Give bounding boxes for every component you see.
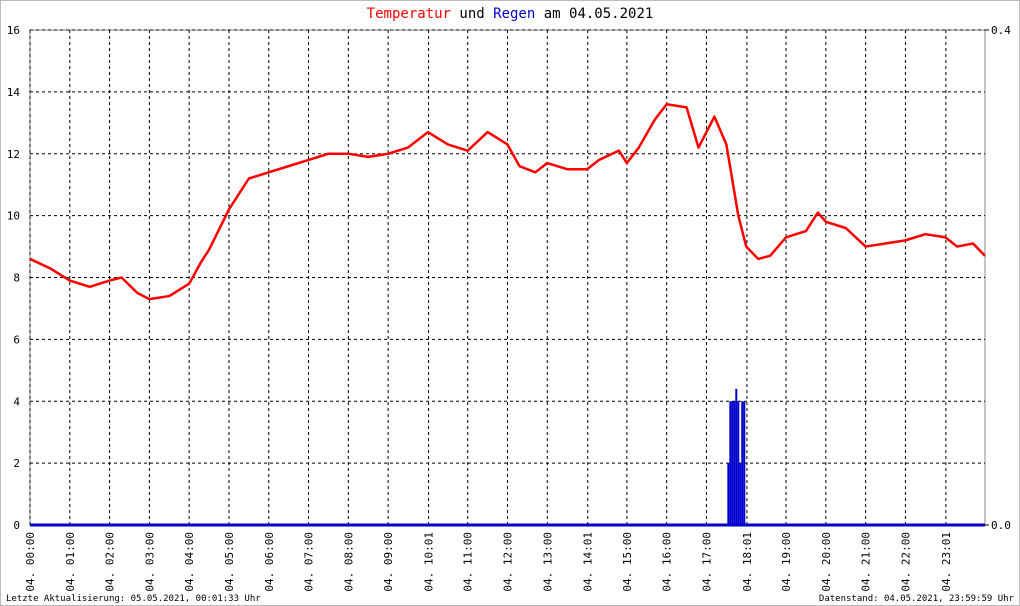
footer-left: Letzte Aktualisierung: 05.05.2021, 00:01… — [6, 594, 261, 604]
temperature-line — [29, 103, 986, 301]
x-tick-label: 04. 14:01 — [582, 532, 595, 592]
rain-bar — [741, 401, 744, 525]
footer-right: Datenstand: 04.05.2021, 23:59:59 Uhr — [819, 594, 1015, 604]
x-tick-label: 04. 05:00 — [223, 532, 236, 592]
y-tick-label: 6 — [13, 333, 20, 346]
y-tick-label: 16 — [7, 24, 20, 37]
x-tick-label: 04. 21:00 — [860, 532, 873, 592]
x-tick-label: 04. 06:00 — [263, 532, 276, 592]
x-tick-label: 04. 09:00 — [382, 532, 395, 592]
x-tick-label: 04. 13:00 — [541, 532, 554, 592]
x-tick-label: 04. 08:00 — [342, 532, 355, 592]
rain-bar — [731, 401, 734, 525]
x-tick-label: 04. 01:00 — [64, 532, 77, 592]
x-tick-label: 04. 20:00 — [820, 532, 833, 592]
y-tick-label: 8 — [13, 272, 20, 285]
y-tick-label: 0 — [13, 519, 20, 532]
y2-tick-label: 0.4 — [991, 24, 1011, 37]
x-tick-label: 04. 23:01 — [940, 532, 953, 592]
rain-bar — [737, 401, 740, 525]
x-tick-label: 04. 12:00 — [502, 532, 515, 592]
y-tick-label: 4 — [13, 395, 20, 408]
y-tick-label: 2 — [13, 457, 20, 470]
chart-title: Temperatur und Regen am 04.05.2021 — [367, 6, 654, 22]
x-tick-label: 04. 18:01 — [741, 532, 754, 592]
x-tick-label: 04. 04:00 — [183, 532, 196, 592]
y2-tick-label: 0.0 — [991, 519, 1011, 532]
x-tick-label: 04. 10:01 — [423, 532, 436, 592]
title-und: und — [459, 6, 484, 22]
y-tick-label: 14 — [7, 86, 21, 99]
rain-bar — [739, 463, 742, 525]
rain-bar — [735, 388, 738, 525]
rain-bar — [743, 401, 746, 525]
x-tick-label: 04. 16:00 — [661, 532, 674, 592]
y-tick-label: 12 — [7, 148, 20, 161]
x-tick-label: 04. 00:00 — [24, 532, 37, 592]
x-tick-label: 04. 19:00 — [780, 532, 793, 592]
x-tick-label: 04. 22:00 — [899, 532, 912, 592]
rain-bar — [727, 463, 730, 525]
title-rain: Regen — [493, 6, 535, 22]
x-tick-label: 04. 02:00 — [104, 532, 117, 592]
rain-bar — [733, 401, 736, 525]
title-date: am 04.05.2021 — [544, 6, 654, 22]
x-tick-label: 04. 03:00 — [143, 532, 156, 592]
rain-bar — [729, 401, 732, 525]
y-tick-label: 10 — [7, 210, 20, 223]
title-temp: Temperatur — [367, 6, 451, 22]
x-tick-label: 04. 07:00 — [303, 532, 316, 592]
x-tick-label: 04. 15:00 — [621, 532, 634, 592]
x-tick-label: 04. 11:00 — [462, 532, 475, 592]
x-tick-label: 04. 17:00 — [700, 532, 713, 592]
